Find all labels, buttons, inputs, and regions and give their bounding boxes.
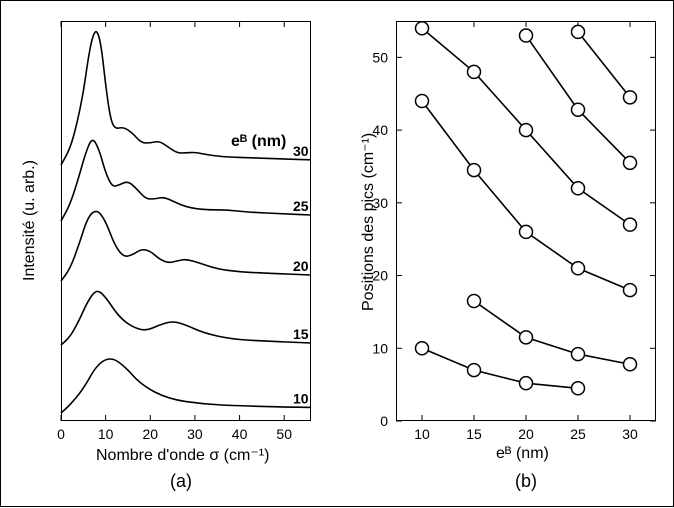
data-point-marker	[520, 225, 533, 238]
data-point-marker	[416, 342, 429, 355]
data-point-marker	[624, 218, 637, 231]
chart-b-svg: 101520253001020304050	[1, 1, 674, 508]
data-point-marker	[572, 103, 585, 116]
series-line	[578, 32, 630, 97]
data-point-marker	[572, 262, 585, 275]
data-point-marker	[520, 29, 533, 42]
series-line	[422, 348, 578, 388]
svg-text:10: 10	[372, 340, 388, 356]
data-point-marker	[416, 22, 429, 35]
svg-text:10: 10	[414, 426, 430, 442]
data-point-marker	[572, 182, 585, 195]
series-line	[526, 36, 630, 163]
data-point-marker	[624, 358, 637, 371]
data-point-marker	[468, 164, 481, 177]
data-point-marker	[572, 25, 585, 38]
data-point-marker	[624, 91, 637, 104]
svg-text:20: 20	[518, 426, 534, 442]
svg-text:0: 0	[380, 413, 388, 429]
data-point-marker	[520, 124, 533, 137]
svg-text:15: 15	[466, 426, 482, 442]
series-line	[474, 301, 630, 364]
chart-b-ylabel: Positions des pics (cm⁻¹)	[358, 133, 378, 311]
svg-text:50: 50	[372, 49, 388, 65]
data-point-marker	[468, 364, 481, 377]
data-point-marker	[572, 382, 585, 395]
data-point-marker	[624, 156, 637, 169]
data-point-marker	[520, 377, 533, 390]
data-point-marker	[468, 65, 481, 78]
chart-b-caption: (b)	[506, 471, 546, 492]
svg-text:30: 30	[622, 426, 638, 442]
svg-text:25: 25	[570, 426, 586, 442]
data-point-marker	[416, 95, 429, 108]
data-point-marker	[624, 284, 637, 297]
data-point-marker	[520, 331, 533, 344]
chart-b-xlabel: eᴮ (nm)	[496, 445, 549, 463]
figure-container: 010203040501015202530 Intensité (u. arb.…	[0, 0, 674, 507]
data-point-marker	[572, 348, 585, 361]
data-point-marker	[468, 295, 481, 308]
